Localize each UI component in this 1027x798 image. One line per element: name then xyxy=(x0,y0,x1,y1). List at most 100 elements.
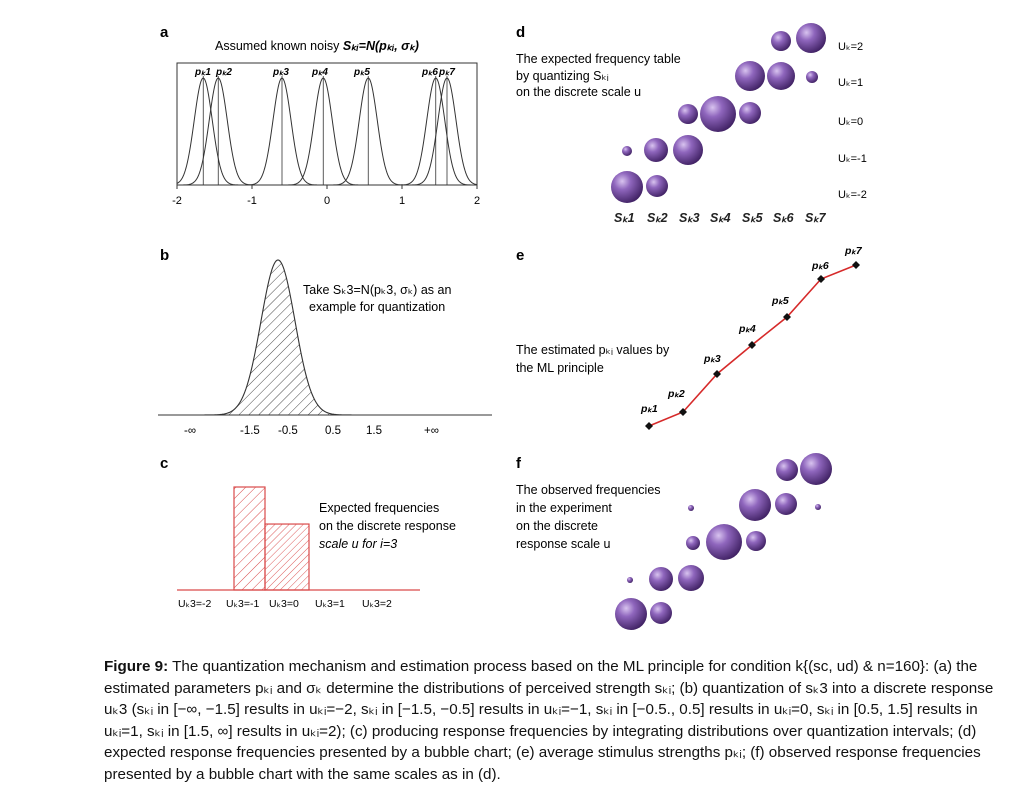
panel-e-point-6 xyxy=(817,275,825,283)
panel-e-letter: e xyxy=(516,247,524,264)
panel-d-row-u0: Uₖ=0 xyxy=(838,116,863,128)
panel-e-point-label-4: pₖ4 xyxy=(738,323,756,335)
panel-c-cat-5: Uₖ3=2 xyxy=(362,598,392,610)
panel-d-bubbles xyxy=(611,23,826,203)
panel-a-peak-label-1: pₖ1 xyxy=(194,67,211,78)
panel-d: d The expected frequency table by quanti… xyxy=(516,23,867,225)
panel-d-letter: d xyxy=(516,24,525,41)
panel-a-title: Assumed known noisy Sₖᵢ=N(pₖᵢ, σₖ) xyxy=(215,39,419,53)
panel-c-bar-2 xyxy=(233,486,266,591)
panel-a-curves xyxy=(176,76,478,186)
panel-b-label-minus-0-5: -0.5 xyxy=(278,425,298,437)
panel-b-label-minus-1-5: -1.5 xyxy=(240,425,260,437)
panel-e-point-4 xyxy=(748,341,756,349)
panel-e-point-labels: pₖ1 pₖ2 pₖ3 pₖ4 pₖ5 pₖ6 pₖ7 xyxy=(640,245,863,415)
panel-a-curve-5 xyxy=(177,77,477,186)
panel-f-note-3: on the discrete xyxy=(516,519,598,533)
panel-f-bubble-12 xyxy=(678,565,704,591)
panel-d-bubble-8 xyxy=(739,102,761,124)
panel-c-bar-3 xyxy=(264,523,310,591)
panel-d-bubble-3 xyxy=(735,61,765,91)
panel-d-col-s1: Sₖ1 xyxy=(614,211,635,225)
panel-d-note-1: The expected frequency table xyxy=(516,52,681,66)
panel-d-bubble-5 xyxy=(806,71,818,83)
panel-a-frame xyxy=(176,62,478,186)
panel-b-label-neg-inf: -∞ xyxy=(184,425,196,437)
panel-d-row-u1: Uₖ=1 xyxy=(838,77,863,89)
panel-a-peak-label-3: pₖ3 xyxy=(272,67,289,78)
panel-e-point-2 xyxy=(679,408,687,416)
panel-a-peak-label-5: pₖ5 xyxy=(353,67,370,78)
panel-d-row-u2: Uₖ=2 xyxy=(838,41,863,53)
panel-f-bubble-9 xyxy=(746,531,766,551)
panel-a-tick-label-1: -1 xyxy=(247,195,257,207)
panel-b-label-0-5: 0.5 xyxy=(325,425,341,437)
panel-b-letter: b xyxy=(160,247,169,264)
panel-e-points xyxy=(645,261,860,430)
panel-a-curve-6 xyxy=(177,77,477,186)
panel-f-bubble-8 xyxy=(706,524,742,560)
panel-a-peak-label-6: pₖ6 xyxy=(421,67,438,78)
panel-e-point-label-6: pₖ6 xyxy=(811,260,829,272)
panel-f-bubble-2 xyxy=(800,453,832,485)
panel-f-note-4: response scale u xyxy=(516,537,611,551)
panel-c: c Expected frequencies on the discrete r… xyxy=(160,455,456,610)
panel-a-x-axis: -2 -1 0 1 2 xyxy=(172,185,480,207)
panel-f-bubble-6 xyxy=(815,504,821,510)
panel-d-row-labels: Uₖ=2 Uₖ=1 Uₖ=0 Uₖ=-1 Uₖ=-2 xyxy=(838,41,867,201)
panel-b-label-pos-inf: +∞ xyxy=(424,425,439,437)
panel-d-bubble-4 xyxy=(767,62,795,90)
panel-b-label-1-5: 1.5 xyxy=(366,425,382,437)
caption-text: The quantization mechanism and estimatio… xyxy=(104,658,994,783)
panel-f-bubble-11 xyxy=(649,567,673,591)
panel-d-row-um1: Uₖ=-1 xyxy=(838,153,867,165)
panel-d-note-3: on the discrete scale u xyxy=(516,85,641,99)
figure-canvas: a Assumed known noisy Sₖᵢ=N(pₖᵢ, σₖ) pₖ1… xyxy=(158,23,867,630)
panel-f: f The observed frequencies in the experi… xyxy=(516,453,832,630)
panel-e-point-label-7: pₖ7 xyxy=(844,245,863,257)
panel-f-bubble-1 xyxy=(776,459,798,481)
caption-lead: Figure 9: xyxy=(104,658,169,675)
panel-e-point-label-1: pₖ1 xyxy=(640,403,658,415)
panel-d-col-s6: Sₖ6 xyxy=(773,211,795,225)
panel-a-peak-label-4: pₖ4 xyxy=(311,67,328,78)
panel-d-bubble-11 xyxy=(673,135,703,165)
panel-c-cat-2: Uₖ3=-1 xyxy=(226,598,260,610)
panel-c-category-labels: Uₖ3=-2 Uₖ3=-1 Uₖ3=0 Uₖ3=1 Uₖ3=2 xyxy=(178,598,392,610)
panel-a-peak-label-7: pₖ7 xyxy=(438,67,455,78)
panel-f-bubble-4 xyxy=(739,489,771,521)
panel-e-point-5 xyxy=(783,313,791,321)
panel-c-note-2: on the discrete response xyxy=(319,519,456,533)
panel-a-tick-label-0: -2 xyxy=(172,195,182,207)
panel-e-point-label-5: pₖ5 xyxy=(771,295,789,307)
panel-d-bubble-12 xyxy=(611,171,643,203)
panel-a-peak-label-2: pₖ2 xyxy=(215,67,232,78)
panel-d-col-s3: Sₖ3 xyxy=(679,211,700,225)
panel-d-col-labels: Sₖ1 Sₖ2 Sₖ3 Sₖ4 Sₖ5 Sₖ6 Sₖ7 xyxy=(614,211,827,225)
panel-a-curve-4 xyxy=(177,77,477,186)
panel-c-letter: c xyxy=(160,455,168,472)
panel-d-bubble-9 xyxy=(622,146,632,156)
panel-d-bubble-7 xyxy=(700,96,736,132)
panel-d-note-2: by quantizing Sₖᵢ xyxy=(516,69,609,83)
panel-b: b Take Sₖ3=N(pₖ3, σₖ) as an example for … xyxy=(158,247,492,437)
panel-b-note-2: example for quantization xyxy=(309,300,445,314)
panel-c-cat-1: Uₖ3=-2 xyxy=(178,598,212,610)
panel-f-bubble-3 xyxy=(688,505,694,511)
panel-b-axis-labels: -∞ -1.5 -0.5 0.5 1.5 +∞ xyxy=(184,425,439,437)
panel-d-bubble-10 xyxy=(644,138,668,162)
panel-e-point-label-2: pₖ2 xyxy=(667,388,685,400)
panel-c-note-3: scale u for i=3 xyxy=(319,537,397,551)
panel-d-col-s7: Sₖ7 xyxy=(805,211,827,225)
panel-a-tick-label-4: 2 xyxy=(474,195,480,207)
panel-e-point-7 xyxy=(852,261,860,269)
panel-f-bubble-13 xyxy=(615,598,647,630)
panel-e-note-1: The estimated pₖᵢ values by xyxy=(516,343,670,357)
panel-a-curve-7 xyxy=(177,77,478,186)
panel-f-bubble-10 xyxy=(627,577,633,583)
panel-e: e The estimated pₖᵢ values by the ML pri… xyxy=(516,245,863,430)
panel-c-cat-4: Uₖ3=1 xyxy=(315,598,345,610)
panel-f-bubbles xyxy=(615,453,832,630)
panel-c-note-1: Expected frequencies xyxy=(319,501,439,515)
panel-e-point-label-3: pₖ3 xyxy=(703,353,721,365)
